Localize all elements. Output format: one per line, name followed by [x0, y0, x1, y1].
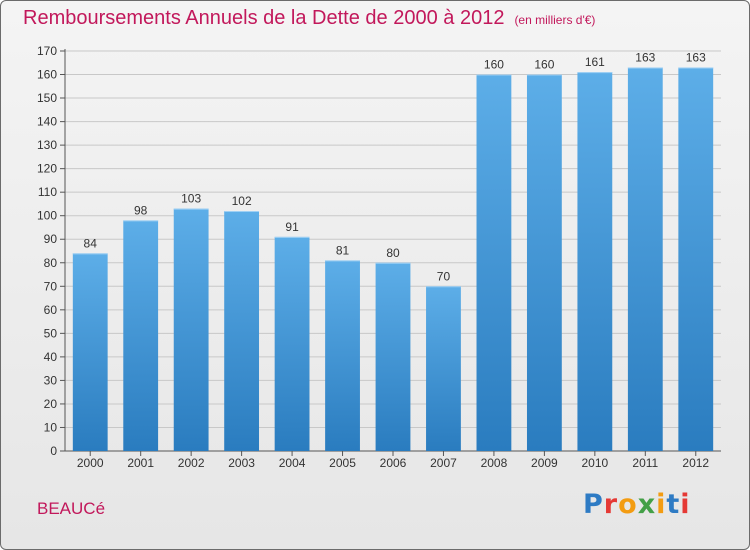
bar — [274, 236, 310, 451]
bar — [224, 211, 260, 451]
bar — [325, 260, 360, 451]
bar — [627, 67, 663, 452]
data-label: 163 — [635, 50, 655, 64]
bar — [526, 74, 562, 451]
y-tick-label: 170 — [37, 44, 57, 58]
x-tick-label: 2008 — [481, 456, 508, 470]
x-tick-label: 2011 — [632, 456, 658, 470]
y-tick-label: 110 — [38, 185, 57, 199]
bar — [375, 262, 411, 451]
y-tick-label: 50 — [44, 326, 58, 340]
data-label: 160 — [534, 58, 554, 72]
y-tick-label: 80 — [44, 256, 58, 270]
bars — [72, 67, 714, 452]
bar — [577, 72, 613, 452]
x-tick-label: 2004 — [279, 456, 306, 470]
y-tick-label: 30 — [44, 373, 58, 387]
x-tick-label: 2009 — [531, 456, 558, 470]
x-tick-label: 2005 — [329, 456, 356, 470]
chart-unit: (en milliers d'€) — [514, 13, 596, 27]
data-labels: 84 98 103 102 91 81 80 70 160 160 161 163 163 — [84, 50, 707, 283]
data-label: 81 — [336, 243, 350, 257]
logo-letter: r — [603, 489, 619, 520]
data-label: 70 — [437, 269, 451, 283]
city-name: BEAUCé — [37, 499, 106, 518]
x-tick-label: 2010 — [581, 456, 608, 470]
chart-title-text: Remboursements Annuels de la Dette de 20… — [23, 7, 505, 29]
y-tick-label: 0 — [50, 444, 57, 458]
logo-letter: i — [680, 489, 691, 520]
y-tick-label: 20 — [44, 397, 58, 411]
x-tick-label: 2003 — [228, 456, 255, 470]
bar — [678, 67, 714, 452]
logo-letter: P — [583, 489, 604, 520]
data-label: 98 — [134, 203, 148, 217]
data-label: 163 — [686, 50, 706, 64]
logo-letter: i — [656, 489, 667, 520]
data-label: 160 — [484, 58, 504, 72]
data-label: 102 — [232, 194, 252, 208]
data-label: 161 — [585, 55, 605, 69]
y-tick-label: 100 — [37, 209, 57, 223]
bar — [426, 286, 461, 451]
chart-title: Remboursements Annuels de la Dette de 20… — [23, 7, 595, 30]
x-tick-label: 2012 — [682, 456, 709, 470]
bar — [123, 220, 159, 451]
bar — [476, 74, 512, 451]
data-label: 103 — [181, 192, 201, 206]
x-tick-label: 2006 — [380, 456, 407, 470]
proxiti-logo: Proxiti — [583, 489, 691, 520]
x-tick-label: 2002 — [178, 456, 205, 470]
bar — [72, 253, 108, 451]
y-tick-label: 60 — [44, 303, 58, 317]
y-tick-label: 70 — [44, 279, 58, 293]
logo-letter: o — [618, 489, 638, 520]
x-tick-label: 2007 — [430, 456, 457, 470]
y-tick-label: 140 — [37, 115, 57, 129]
x-tick-label: 2001 — [127, 456, 154, 470]
y-tick-label: 90 — [44, 232, 58, 246]
y-tick-labels: 0 10 20 30 40 50 60 70 80 90 100 110 120 130 140 150 160… — [37, 44, 57, 458]
y-tick-label: 10 — [44, 420, 58, 434]
y-tick-label: 40 — [44, 350, 58, 364]
data-label: 80 — [386, 246, 400, 260]
logo-letter: t — [666, 489, 681, 520]
y-tick-label: 130 — [37, 138, 57, 152]
logo-letter: x — [637, 489, 657, 520]
data-label: 91 — [285, 220, 299, 234]
y-tick-label: 150 — [37, 91, 57, 105]
x-tick-labels: 2000 2001 2002 2003 2004 2005 2006 2007 2008 2009… — [77, 456, 710, 470]
y-tick-label: 120 — [37, 162, 57, 176]
data-label: 84 — [84, 236, 98, 250]
y-tick-label: 160 — [37, 68, 57, 82]
bar — [173, 208, 209, 451]
x-tick-label: 2000 — [77, 456, 104, 470]
